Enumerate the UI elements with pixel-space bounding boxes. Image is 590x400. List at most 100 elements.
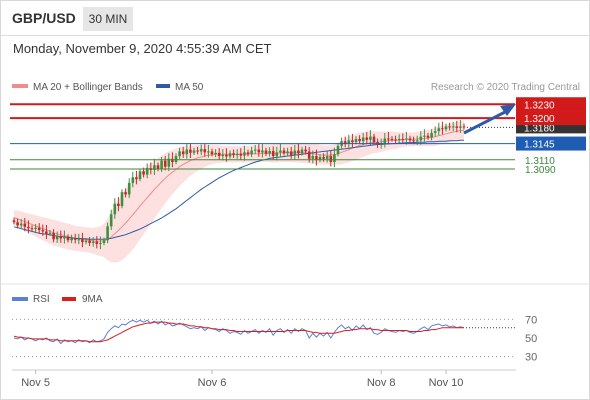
- candle-body: [106, 226, 109, 241]
- candle: [52, 229, 55, 243]
- candle-body: [70, 238, 73, 241]
- candle: [138, 168, 142, 182]
- candle: [178, 147, 181, 160]
- candle: [433, 126, 437, 137]
- candle-body: [444, 126, 448, 130]
- candle-body: [343, 141, 347, 144]
- candle-body: [55, 236, 59, 240]
- candle-body: [433, 131, 437, 133]
- ma20-line: [13, 129, 465, 242]
- candle-body: [16, 222, 19, 226]
- candle: [455, 120, 459, 133]
- candle: [336, 143, 340, 157]
- candle-body: [127, 182, 131, 195]
- candle-body: [304, 149, 307, 152]
- candle: [329, 150, 333, 167]
- ma20-legend-label: MA 20 + Bollinger Bands: [33, 82, 143, 93]
- candle: [358, 135, 361, 145]
- candle: [23, 218, 27, 232]
- price-legend: MA 20 + Bollinger Bands MA 50 Research ©…: [12, 82, 580, 93]
- candle-body: [250, 150, 253, 155]
- rsi-panel: 70 50 30: [12, 314, 537, 364]
- rsi-ma-legend-swatch: [62, 297, 76, 301]
- candle-body: [203, 149, 207, 153]
- candle-body: [232, 153, 235, 156]
- rsi-legend-label: RSI: [33, 294, 50, 305]
- level-label: 1.3200: [524, 114, 555, 125]
- candle-body: [23, 223, 27, 227]
- rsi-legend: RSI 9MA: [12, 294, 103, 305]
- candle-body: [307, 151, 311, 159]
- x-tick-label: Nov 10: [429, 377, 464, 389]
- candle: [156, 162, 160, 172]
- candle-body: [66, 236, 70, 241]
- candle: [304, 145, 307, 155]
- candle-body: [19, 223, 23, 226]
- candle-body: [185, 149, 189, 155]
- candle-body: [145, 168, 149, 175]
- candle-body: [387, 138, 390, 140]
- candle: [271, 146, 275, 160]
- candle: [383, 132, 387, 148]
- candle-body: [217, 152, 221, 157]
- candle-body: [361, 137, 365, 142]
- candle-body: [311, 156, 315, 159]
- candle: [135, 170, 138, 185]
- level-tag: [516, 97, 586, 112]
- candle-body: [282, 150, 286, 154]
- candle-body: [365, 137, 369, 140]
- candle-body: [77, 239, 81, 241]
- candle: [228, 150, 232, 159]
- candle: [459, 119, 462, 134]
- candle: [174, 153, 178, 165]
- candle-body: [239, 153, 243, 156]
- candle-body: [300, 149, 304, 154]
- candle: [397, 134, 401, 145]
- candle: [448, 122, 451, 131]
- candle: [12, 217, 16, 225]
- candle: [181, 146, 185, 158]
- candle: [264, 147, 268, 156]
- candle-body: [243, 152, 246, 156]
- candle-body: [124, 192, 127, 195]
- candle: [109, 209, 113, 231]
- timeframe-badge[interactable]: 30 MIN: [83, 7, 133, 31]
- candle-body: [81, 239, 84, 243]
- candle-body: [351, 140, 354, 143]
- price-levels: 1.32301.32001.31451.31101.30901.31801.32…: [10, 97, 586, 176]
- candle: [451, 121, 455, 132]
- candle-body: [73, 238, 77, 240]
- candle: [196, 146, 199, 155]
- candle-body: [415, 140, 419, 142]
- candle-body: [199, 149, 203, 152]
- candle: [192, 147, 196, 156]
- candle: [167, 153, 171, 172]
- candle-body: [41, 230, 45, 232]
- candle-body: [171, 158, 174, 163]
- candle-body: [30, 228, 34, 230]
- bollinger-band-fill: [14, 120, 464, 263]
- candle: [405, 132, 408, 145]
- level-tag: [516, 136, 586, 151]
- level-label: 1.3090: [525, 165, 556, 176]
- rsi-ma-legend-label: 9MA: [82, 294, 103, 305]
- candle: [361, 132, 365, 145]
- candle-body: [451, 126, 455, 128]
- candle: [127, 178, 131, 199]
- candle: [66, 234, 70, 243]
- candle: [253, 144, 257, 155]
- candle-body: [88, 240, 91, 243]
- symbol-label: GBP/USD: [12, 10, 76, 26]
- candle-body: [271, 150, 275, 157]
- candle-body: [84, 240, 88, 243]
- candle: [250, 146, 253, 158]
- candle: [297, 144, 300, 159]
- candle: [394, 135, 397, 144]
- ma50-legend-label: MA 50: [175, 82, 204, 93]
- candle: [462, 123, 466, 130]
- candle-body: [225, 154, 228, 157]
- candle-body: [372, 136, 376, 143]
- candle-body: [163, 160, 167, 167]
- candle-body: [135, 177, 138, 180]
